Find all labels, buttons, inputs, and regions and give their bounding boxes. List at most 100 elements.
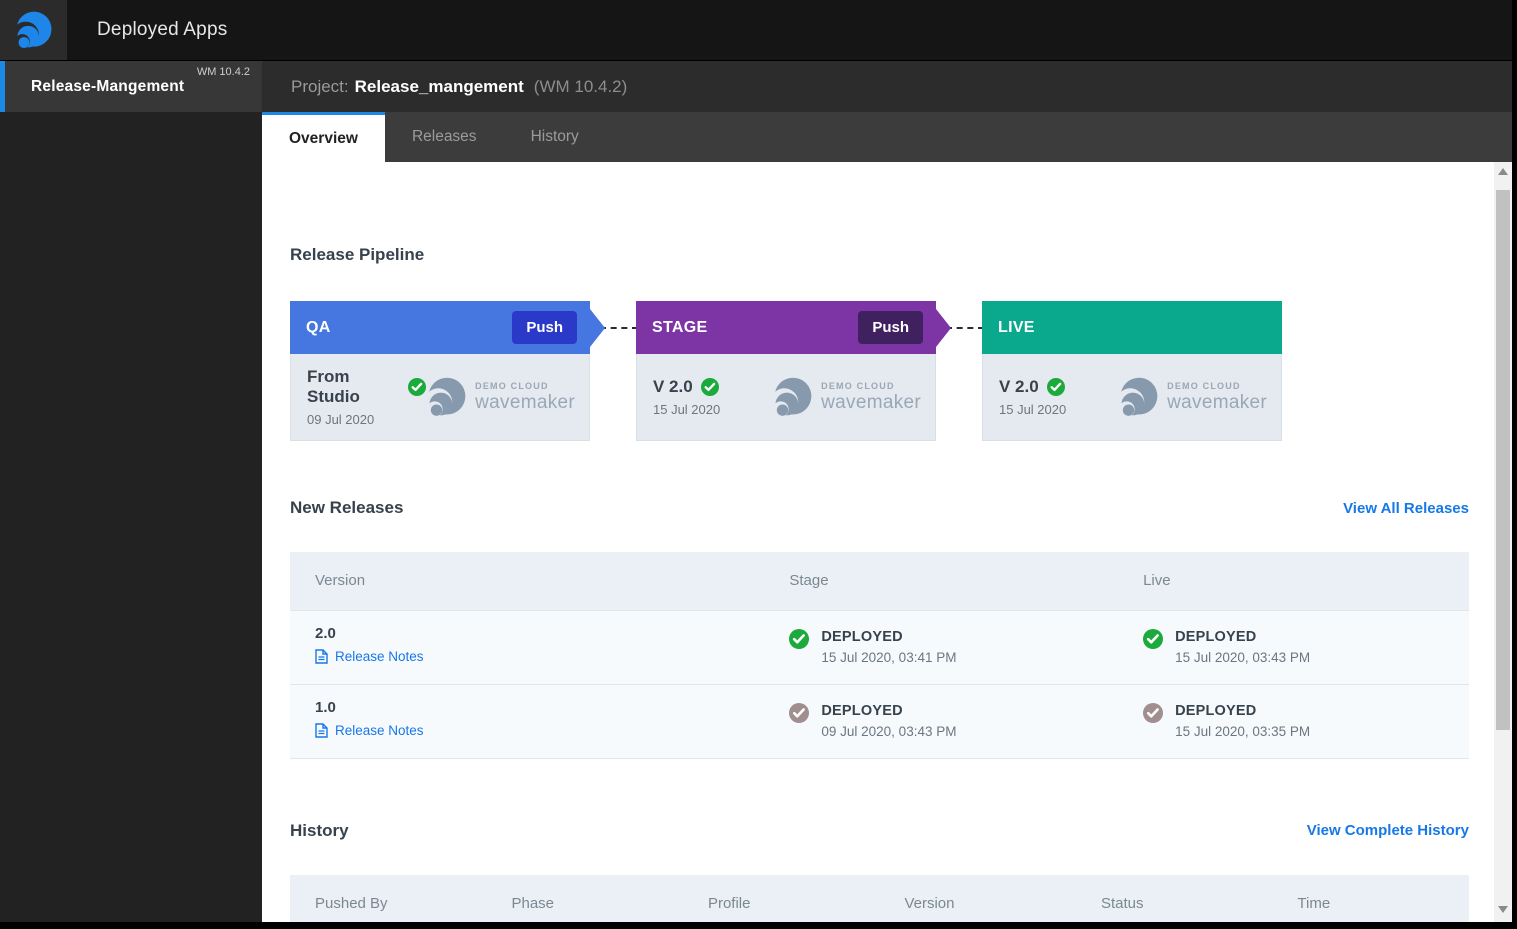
column-header-pushed-by: Pushed By bbox=[290, 874, 487, 922]
logo-demo-cloud-text: DEMO CLOUD bbox=[1167, 381, 1241, 391]
column-header-time: Time bbox=[1272, 874, 1469, 922]
stage-name: STAGE bbox=[652, 318, 708, 336]
sidebar: Release-Mangement WM 10.4.2 bbox=[0, 61, 262, 922]
check-icon bbox=[408, 378, 427, 396]
stage-header-qa: QA Push bbox=[290, 301, 605, 354]
document-icon bbox=[315, 649, 328, 664]
check-icon bbox=[789, 703, 810, 723]
column-header-version: Version bbox=[290, 552, 774, 610]
release-pipeline: QA Push From Studio bbox=[290, 301, 1469, 441]
push-button-stage[interactable]: Push bbox=[858, 311, 923, 344]
push-button-qa[interactable]: Push bbox=[512, 311, 577, 344]
stage-arrow-icon bbox=[590, 308, 605, 347]
stage-body-qa: From Studio 09 Jul 2020 bbox=[290, 354, 590, 441]
table-header-row: Version Stage Live bbox=[290, 552, 1469, 610]
column-header-phase: Phase bbox=[486, 874, 683, 922]
pipeline-stage-live: LIVE V 2.0 1 bbox=[982, 301, 1282, 441]
stage-date: 15 Jul 2020 bbox=[999, 402, 1067, 417]
sidebar-item-release-mangement[interactable]: Release-Mangement WM 10.4.2 bbox=[0, 61, 262, 112]
column-header-stage: Stage bbox=[773, 552, 1128, 610]
view-complete-history-link[interactable]: View Complete History bbox=[1306, 822, 1469, 839]
check-icon bbox=[700, 378, 719, 396]
logo-demo-cloud-text: DEMO CLOUD bbox=[475, 381, 549, 391]
column-header-profile: Profile bbox=[682, 874, 880, 922]
app-title: Deployed Apps bbox=[97, 19, 228, 40]
project-header: Project: Release_mangement (WM 10.4.2) bbox=[262, 61, 1512, 112]
scroll-down-arrow-icon[interactable] bbox=[1498, 906, 1508, 913]
tab-bar: Overview Releases History bbox=[262, 112, 1512, 162]
pipeline-stage-qa: QA Push From Studio bbox=[290, 301, 605, 441]
column-header-live: Live bbox=[1127, 552, 1469, 610]
wavemaker-logo[interactable] bbox=[0, 0, 67, 60]
scrollbar-thumb[interactable] bbox=[1496, 190, 1510, 730]
sidebar-item-label: Release-Mangement bbox=[31, 77, 185, 95]
release-notes-link[interactable]: Release Notes bbox=[315, 723, 424, 738]
status-time: 15 Jul 2020, 03:41 PM bbox=[821, 650, 957, 665]
stage-version-label: From Studio bbox=[307, 367, 360, 406]
check-icon bbox=[1046, 378, 1065, 396]
check-icon bbox=[1143, 629, 1164, 649]
stage-body-live: V 2.0 15 Jul 2020 bbox=[982, 354, 1282, 441]
new-releases-heading: New Releases bbox=[290, 498, 404, 517]
column-header-status: Status bbox=[1075, 874, 1273, 922]
logo-wavemaker-text: wavemaker bbox=[475, 392, 575, 413]
scroll-up-arrow-icon[interactable] bbox=[1498, 168, 1508, 175]
project-version: (WM 10.4.2) bbox=[533, 76, 628, 96]
logo-wavemaker-text: wavemaker bbox=[1167, 392, 1267, 413]
document-icon bbox=[315, 723, 328, 738]
top-bar: Deployed Apps bbox=[0, 0, 1512, 61]
status-time: 09 Jul 2020, 03:43 PM bbox=[821, 724, 957, 739]
status-time: 15 Jul 2020, 03:35 PM bbox=[1175, 724, 1311, 739]
pipeline-connector bbox=[936, 301, 984, 354]
status-badge: DEPLOYED bbox=[1175, 629, 1257, 645]
wavemaker-wave-icon bbox=[1118, 377, 1158, 418]
status-badge: DEPLOYED bbox=[821, 629, 903, 645]
stage-header-live: LIVE bbox=[982, 301, 1282, 354]
stage-date: 15 Jul 2020 bbox=[653, 402, 721, 417]
wavemaker-wave-icon bbox=[772, 377, 812, 418]
stage-date: 09 Jul 2020 bbox=[307, 412, 375, 427]
stage-arrow-icon bbox=[936, 308, 951, 347]
tab-releases[interactable]: Releases bbox=[411, 128, 477, 145]
release-notes-link[interactable]: Release Notes bbox=[315, 649, 424, 664]
view-all-releases-link[interactable]: View All Releases bbox=[1343, 499, 1469, 517]
tab-overview[interactable]: Overview bbox=[262, 112, 385, 162]
logo-wavemaker-text: wavemaker bbox=[821, 392, 921, 413]
stage-name: LIVE bbox=[998, 318, 1035, 336]
stage-version-label: V 2.0 bbox=[999, 377, 1039, 396]
release-pipeline-heading: Release Pipeline bbox=[290, 245, 425, 264]
check-icon bbox=[789, 629, 810, 649]
version-value: 1.0 bbox=[315, 699, 336, 716]
status-badge: DEPLOYED bbox=[821, 703, 903, 719]
vertical-scrollbar[interactable] bbox=[1494, 162, 1512, 922]
demo-cloud-logo: DEMO CLOUD wavemaker bbox=[1118, 376, 1267, 418]
stage-name: QA bbox=[306, 318, 331, 336]
logo-demo-cloud-text: DEMO CLOUD bbox=[821, 381, 895, 391]
stage-body-stage: V 2.0 15 Jul 2020 bbox=[636, 354, 936, 441]
stage-header-stage: STAGE Push bbox=[636, 301, 951, 354]
overview-content: Release Pipeline QA Push bbox=[262, 162, 1494, 922]
version-value: 2.0 bbox=[315, 625, 336, 642]
release-row-1-0: 1.0 Release Notes bbox=[290, 683, 1469, 759]
demo-cloud-logo: DEMO CLOUD wavemaker bbox=[772, 376, 921, 418]
project-name: Release_mangement bbox=[354, 76, 524, 96]
wavemaker-wave-icon bbox=[13, 11, 51, 50]
pipeline-stage-stage: STAGE Push V 2.0 bbox=[636, 301, 951, 441]
new-releases-table: Version Stage Live 2.0 bbox=[290, 552, 1469, 759]
check-icon bbox=[1143, 703, 1164, 723]
sidebar-item-version: WM 10.4.2 bbox=[196, 66, 250, 78]
tab-history[interactable]: History bbox=[530, 128, 579, 145]
table-header-row: Pushed By Phase Profile Version Status T… bbox=[290, 874, 1469, 922]
wavemaker-wave-icon bbox=[426, 377, 466, 418]
column-header-version: Version bbox=[879, 874, 1076, 922]
status-badge: DEPLOYED bbox=[1175, 703, 1257, 719]
project-prefix: Project: bbox=[291, 76, 349, 96]
release-row-2-0: 2.0 Release Notes bbox=[290, 609, 1469, 684]
status-time: 15 Jul 2020, 03:43 PM bbox=[1175, 650, 1311, 665]
history-table: Pushed By Phase Profile Version Status T… bbox=[290, 874, 1469, 922]
demo-cloud-logo: DEMO CLOUD wavemaker bbox=[426, 376, 575, 418]
pipeline-connector bbox=[590, 301, 638, 354]
history-heading: History bbox=[290, 820, 349, 840]
stage-version-label: V 2.0 bbox=[653, 377, 693, 396]
